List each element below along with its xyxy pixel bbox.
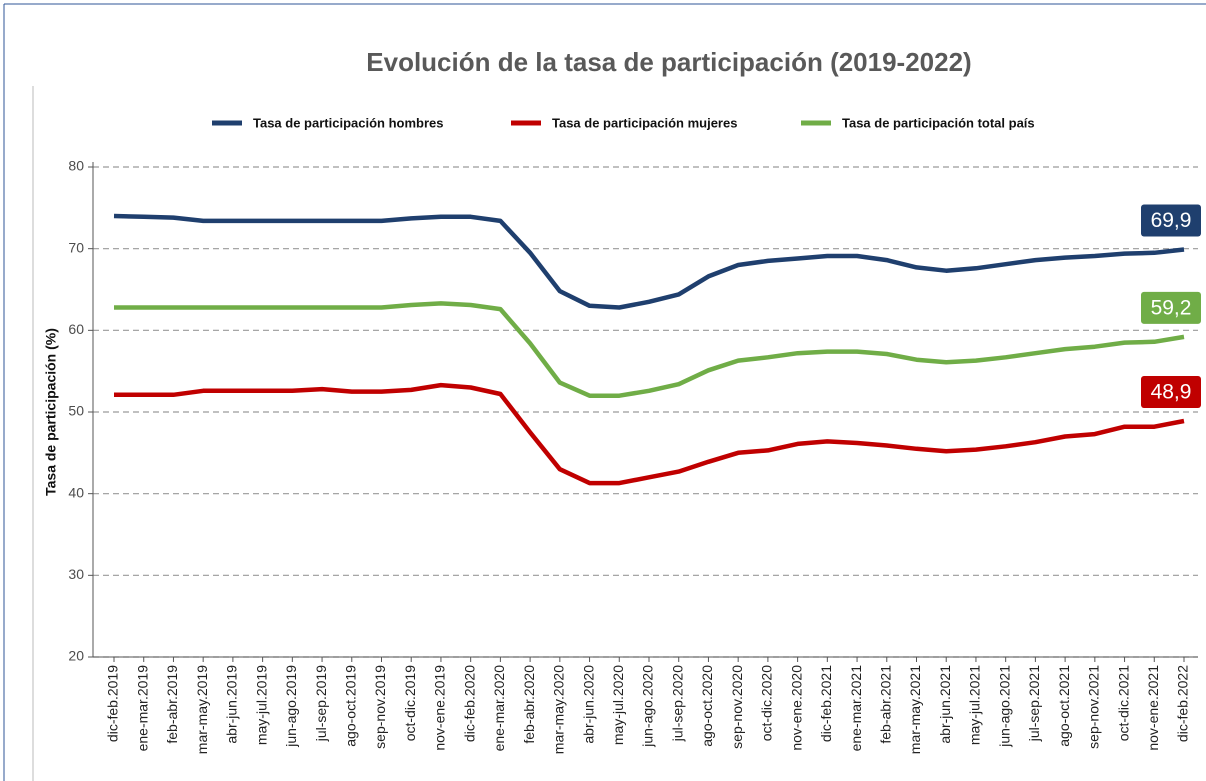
- y-tick-label: 40: [68, 484, 84, 500]
- chart-title: Evolución de la tasa de participación (2…: [366, 47, 971, 77]
- end-label: 59,2: [1151, 296, 1192, 319]
- x-tick-label: nov-ene.2021: [1145, 665, 1161, 751]
- legend-label: Tasa de participación mujeres: [552, 115, 737, 130]
- y-tick-label: 20: [68, 648, 84, 664]
- y-axis-title: Tasa de participación (%): [43, 328, 59, 496]
- legend-label: Tasa de participación total país: [842, 115, 1035, 130]
- y-tick-label: 70: [68, 239, 84, 255]
- x-tick-label: mar-may.2019: [194, 665, 210, 754]
- x-tick-label: feb-abr.2019: [164, 665, 180, 744]
- x-tick-label: jul-sep.2021: [1026, 665, 1042, 742]
- y-tick-label: 30: [68, 566, 84, 582]
- x-tick-label: abr-jun.2020: [580, 665, 596, 744]
- end-label: 69,9: [1151, 209, 1192, 232]
- legend: Tasa de participación hombres Tasa de par…: [212, 115, 1035, 130]
- legend-label: Tasa de participación hombres: [253, 115, 443, 130]
- y-tick-label: 60: [68, 321, 84, 337]
- end-label-box: [1141, 375, 1201, 408]
- end-label-box: [1141, 204, 1201, 237]
- x-tick-label: may-jul.2020: [610, 665, 626, 745]
- end-label: 48,9: [1151, 381, 1192, 404]
- x-tick-label: dic-feb.2022: [1175, 665, 1191, 742]
- series-line: [114, 301, 1185, 398]
- end-label-box: [1141, 291, 1201, 324]
- x-tick-label: oct-dic.2019: [402, 665, 418, 741]
- x-tick-label: ene-mar.2021: [848, 665, 864, 752]
- x-tick-label: sep-nov.2020: [729, 665, 745, 749]
- x-tick-label: jun-ago.2020: [640, 665, 656, 748]
- x-tick-label: oct-dic.2020: [759, 665, 775, 741]
- x-tick-label: dic-feb.2019: [105, 665, 121, 742]
- x-tick-label: ago-oct.2021: [1056, 665, 1072, 747]
- x-tick-label: mar-may.2020: [551, 665, 567, 754]
- x-tick-label: ago-oct.2019: [342, 665, 358, 747]
- x-tick-label: jun-ago.2019: [283, 665, 299, 748]
- x-tick-label: dic-feb.2020: [461, 665, 477, 742]
- y-tick-label: 50: [68, 403, 84, 419]
- x-tick-label: jul-sep.2020: [669, 665, 685, 742]
- series-line: [114, 382, 1185, 486]
- x-tick-label: mar-may.2021: [907, 665, 923, 754]
- series-line: [113, 213, 1185, 310]
- x-tick-label: abr-jun.2021: [937, 665, 953, 744]
- x-tick-label: feb-abr.2021: [877, 665, 893, 744]
- x-tick-label: nov-ene.2019: [432, 665, 448, 751]
- x-tick-label: feb-abr.2020: [521, 665, 537, 744]
- x-tick-label: may-jul.2019: [253, 665, 269, 745]
- x-tick-label: jun-ago.2021: [996, 665, 1012, 748]
- x-tick-label: abr-jun.2019: [224, 665, 240, 744]
- x-tick-label: sep-nov.2021: [1086, 665, 1102, 749]
- x-tick-label: ene-mar.2020: [491, 665, 507, 752]
- x-tick-label: may-jul.2021: [967, 665, 983, 745]
- x-tick-label: jul-sep.2019: [313, 665, 329, 742]
- x-tick-label: nov-ene.2020: [788, 665, 804, 751]
- x-tick-label: dic-feb.2021: [818, 665, 834, 742]
- x-tick-label: oct-dic.2021: [1115, 665, 1131, 741]
- x-tick-label: sep-nov.2019: [372, 665, 388, 749]
- x-tick-label: ago-oct.2020: [699, 665, 715, 747]
- x-tick-label: ene-mar.2019: [134, 665, 150, 752]
- y-tick-label: 80: [68, 158, 84, 174]
